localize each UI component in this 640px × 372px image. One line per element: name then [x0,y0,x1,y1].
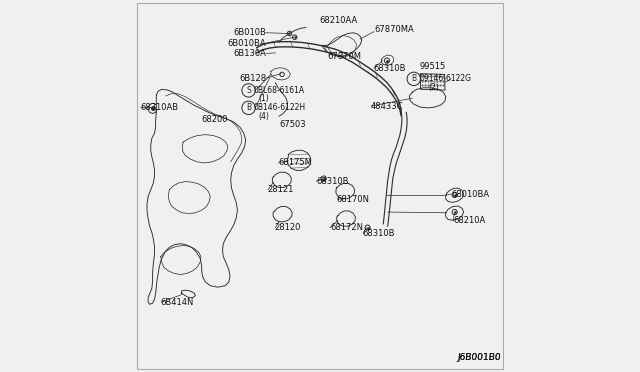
Text: 67870M: 67870M [328,52,362,61]
Text: J6B001B0: J6B001B0 [458,353,501,362]
Text: 6B010BA: 6B010BA [227,39,266,48]
Text: 28121: 28121 [267,185,294,194]
Text: 68172N: 68172N [330,223,363,232]
Text: 6B128: 6B128 [239,74,266,83]
Text: 68210A: 68210A [453,217,485,225]
Text: 0BL68-6161A: 0BL68-6161A [254,86,305,95]
Text: 68170N: 68170N [337,195,370,204]
Text: 28120: 28120 [275,223,301,232]
Text: B: B [411,74,416,83]
Text: B: B [246,103,251,112]
Text: 67503: 67503 [279,120,306,129]
Text: (4): (4) [259,112,269,121]
Text: 68200: 68200 [202,115,228,124]
Text: 68310B: 68310B [362,229,395,238]
Text: 68210AA: 68210AA [319,16,358,25]
Text: 68010BA: 68010BA [451,190,489,199]
Text: (2): (2) [428,83,438,92]
Text: 6B130A: 6B130A [233,49,266,58]
Text: 68210AB: 68210AB [141,103,179,112]
Text: 6B414N: 6B414N [161,298,194,307]
Text: 68310B: 68310B [316,177,349,186]
Text: 68175M: 68175M [278,158,312,167]
Text: 68310B: 68310B [373,64,406,73]
Text: 99515: 99515 [420,62,446,71]
Text: J6B001B0: J6B001B0 [458,353,501,362]
Text: (1): (1) [259,94,269,103]
Text: 48433C: 48433C [370,102,403,110]
Text: 67870MA: 67870MA [374,25,413,34]
Text: 0B146-6122H: 0B146-6122H [254,103,306,112]
Text: 09146-6122G: 09146-6122G [420,74,472,83]
Text: S: S [246,86,251,95]
Text: 6B010B: 6B010B [233,28,266,37]
